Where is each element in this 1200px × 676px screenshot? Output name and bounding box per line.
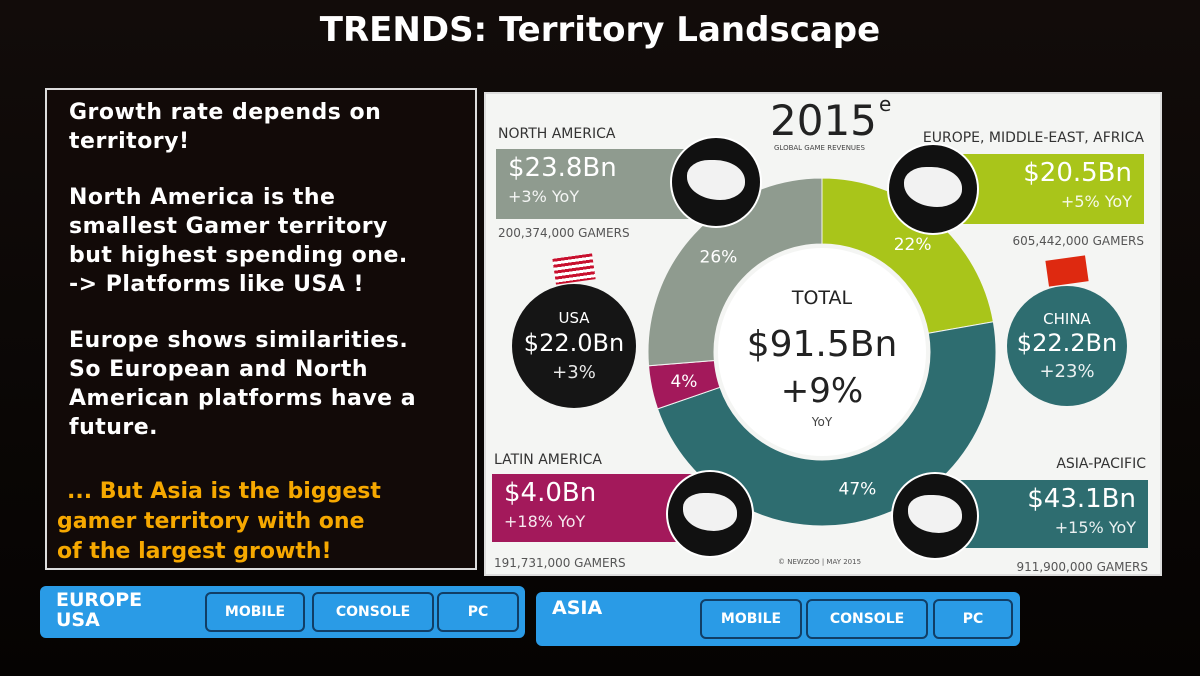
region-name: EUROPE, MIDDLE-EAST, AFRICA bbox=[922, 130, 1144, 146]
donut-segment bbox=[656, 321, 997, 527]
region-bar: $23.8Bn +3% YoY bbox=[496, 149, 711, 219]
region-name: LATIN AMERICA bbox=[494, 452, 602, 468]
highlight-text: gamer territory with one bbox=[57, 509, 365, 534]
bottom-bar: ASIA MOBILE CONSOLE PC bbox=[536, 592, 1020, 646]
panel-text: future. bbox=[69, 415, 159, 440]
bar-label: USA bbox=[56, 609, 100, 631]
panel-text: but highest spending one. bbox=[69, 243, 408, 268]
platform-button: PC bbox=[437, 592, 519, 632]
region-growth: +5% YoY bbox=[1060, 192, 1132, 211]
country-bubble: USA $22.0Bn +3% bbox=[512, 284, 636, 408]
panel-text: -> Platforms like USA ! bbox=[69, 272, 365, 297]
map-icon bbox=[887, 143, 979, 235]
bar-label: EUROPE bbox=[56, 589, 143, 611]
panel-text: smallest Gamer territory bbox=[69, 214, 388, 239]
segment-label: 4% bbox=[670, 372, 697, 392]
year: 2015 bbox=[770, 96, 877, 145]
country-name: USA bbox=[558, 308, 590, 327]
total-label: TOTAL bbox=[791, 287, 853, 309]
footer: © NEWZOO | MAY 2015 bbox=[778, 558, 862, 566]
segment-label: 22% bbox=[894, 235, 932, 255]
region-gamers: 200,374,000 GAMERS bbox=[498, 226, 630, 240]
map-icon bbox=[666, 470, 754, 558]
map-shape bbox=[904, 167, 962, 207]
donut-segment bbox=[647, 177, 823, 367]
region-growth: +3% YoY bbox=[508, 187, 580, 206]
country-growth: +23% bbox=[1039, 361, 1095, 382]
segment-label: 47% bbox=[839, 479, 877, 499]
region-revenue: $23.8Bn bbox=[508, 153, 617, 183]
infographic: 22% 47% 4% 26% TOTAL $91.5Bn +9% YoY 2015 e GLOBA… bbox=[484, 92, 1162, 576]
panel-text: territory! bbox=[69, 129, 190, 154]
country-bubble: CHINA $22.2Bn +23% bbox=[1007, 286, 1127, 406]
subtitle: GLOBAL GAME REVENUES bbox=[774, 144, 865, 152]
region-gamers: 191,731,000 GAMERS bbox=[494, 556, 626, 570]
region-revenue: $20.5Bn bbox=[1023, 158, 1132, 188]
platform-button: MOBILE bbox=[700, 599, 802, 639]
region-gamers: 911,900,000 GAMERS bbox=[1016, 560, 1148, 574]
country-growth: +3% bbox=[552, 361, 596, 383]
region-revenue: $43.1Bn bbox=[1027, 484, 1136, 514]
total-growth: +9% bbox=[781, 371, 863, 411]
map-shape bbox=[687, 160, 745, 200]
map-icon bbox=[670, 136, 762, 228]
donut-center bbox=[718, 248, 926, 456]
highlight-text: ... But Asia is the biggest bbox=[67, 479, 381, 504]
platform-button: CONSOLE bbox=[806, 599, 928, 639]
region-revenue: $4.0Bn bbox=[504, 478, 597, 508]
platform-button: CONSOLE bbox=[312, 592, 434, 632]
region-growth: +15% YoY bbox=[1054, 518, 1136, 537]
total-unit: YoY bbox=[811, 415, 833, 429]
panel-text: North America is the bbox=[69, 185, 336, 210]
panel-text: So European and North bbox=[69, 357, 369, 382]
donut-chart: 22% 47% 4% 26% TOTAL $91.5Bn +9% YoY bbox=[647, 177, 997, 527]
bar-label: ASIA bbox=[552, 597, 603, 619]
region-gamers: 605,442,000 GAMERS bbox=[1012, 234, 1144, 248]
region-name: ASIA-PACIFIC bbox=[1056, 456, 1146, 472]
map-shape bbox=[682, 493, 738, 531]
map-shape bbox=[907, 495, 963, 533]
slide-title: TRENDS: Territory Landscape bbox=[319, 10, 881, 50]
flag bbox=[552, 253, 596, 285]
country-revenue: $22.2Bn bbox=[1016, 329, 1118, 358]
country-revenue: $22.0Bn bbox=[523, 328, 625, 357]
country-name: CHINA bbox=[1043, 310, 1091, 328]
bottom-bar: EUROPE USA MOBILE CONSOLE PC bbox=[40, 586, 525, 638]
region-growth: +18% YoY bbox=[504, 512, 586, 531]
total-revenue: $91.5Bn bbox=[747, 324, 898, 365]
highlight-text: of the largest growth! bbox=[57, 539, 332, 564]
panel-text: Europe shows similarities. bbox=[69, 328, 409, 353]
panel-text: Growth rate depends on bbox=[69, 100, 382, 125]
platform-button: MOBILE bbox=[205, 592, 305, 632]
platform-button: PC bbox=[933, 599, 1013, 639]
year-mark: e bbox=[879, 92, 892, 116]
segment-label: 26% bbox=[700, 247, 738, 267]
map-icon bbox=[891, 472, 979, 560]
flag bbox=[1045, 255, 1089, 287]
region-name: NORTH AMERICA bbox=[498, 126, 616, 142]
text-panel: Growth rate depends on territory! North Am… bbox=[45, 88, 477, 570]
panel-text: American platforms have a bbox=[69, 386, 417, 411]
